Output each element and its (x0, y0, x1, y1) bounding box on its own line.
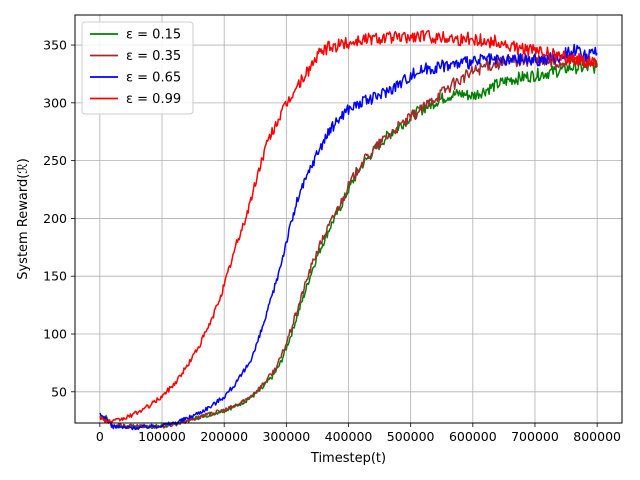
legend-label: ε = 0.65 (126, 71, 181, 86)
x-tick-label: 200000 (200, 429, 248, 444)
x-tick-label: 800000 (573, 429, 621, 444)
legend-label: ε = 0.15 (126, 28, 181, 43)
x-tick-label: 500000 (387, 429, 435, 444)
legend-label: ε = 0.35 (126, 49, 181, 64)
y-tick-label: 100 (43, 327, 67, 342)
y-axis-ticks: 50 100 150 200 250 300 350 (43, 38, 75, 399)
y-tick-label: 200 (43, 211, 67, 226)
y-tick-label: 250 (43, 153, 67, 168)
x-tick-label: 0 (96, 429, 104, 444)
legend-box (81, 21, 194, 115)
y-axis-label: System Reward(ℛ) (16, 158, 31, 280)
y-tick-label: 50 (51, 384, 67, 399)
y-tick-label: 300 (43, 95, 67, 110)
x-tick-label: 400000 (325, 429, 373, 444)
grid (75, 15, 622, 423)
x-tick-label: 300000 (262, 429, 310, 444)
y-tick-label: 350 (43, 38, 67, 53)
y-tick-label: 150 (43, 269, 67, 284)
x-tick-label: 100000 (138, 429, 186, 444)
x-axis-label: Timestep(t) (310, 451, 386, 466)
x-axis-ticks: 0 100000 200000 300000 400000 500000 600000 700… (96, 423, 621, 444)
x-tick-label: 600000 (449, 429, 497, 444)
legend: ε = 0.15 ε = 0.35 ε = 0.65 ε = 0.99 (81, 21, 194, 115)
x-tick-label: 700000 (511, 429, 559, 444)
series-line-3 (99, 43, 598, 431)
series-line-4 (99, 29, 598, 424)
legend-label: ε = 0.99 (126, 92, 181, 107)
